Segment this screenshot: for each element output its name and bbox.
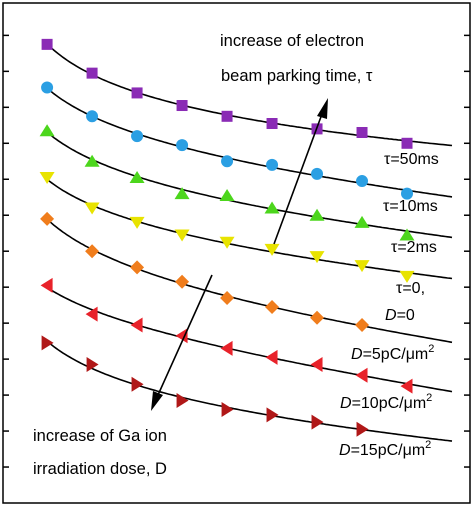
- square-point: [131, 87, 143, 99]
- triangle-up-point: [174, 187, 190, 200]
- dose-arrow: [151, 274, 213, 411]
- diamond-point: [265, 299, 280, 314]
- fit-curve: [46, 218, 453, 344]
- tau-annotation-line2: beam parking time, τ: [221, 67, 373, 85]
- triangle-up-point: [129, 170, 145, 183]
- triangle-down-point: [219, 236, 235, 249]
- series-label: τ=50ms: [384, 151, 439, 168]
- series-label: D=15pC/μm2: [339, 439, 431, 459]
- triangle-right-point: [131, 376, 144, 392]
- series-label: τ=10ms: [383, 198, 438, 215]
- triangle-down-point: [129, 216, 145, 229]
- circle-point: [266, 158, 279, 171]
- fit-curve: [46, 43, 453, 147]
- triangle-left-point: [40, 277, 53, 293]
- square-point: [266, 118, 278, 130]
- triangle-right-point: [86, 357, 99, 373]
- triangle-up-point: [84, 154, 100, 167]
- triangle-right-point: [221, 401, 234, 417]
- square-point: [221, 110, 233, 122]
- triangle-up-point: [354, 215, 370, 228]
- triangle-left-point: [130, 317, 143, 333]
- triangle-right-point: [176, 392, 189, 408]
- triangle-right-point: [41, 335, 54, 351]
- triangle-down-point: [174, 229, 190, 242]
- fit-curve: [46, 340, 453, 442]
- fit-curve: [46, 178, 453, 280]
- circle-point: [401, 187, 414, 200]
- triangle-right-point: [311, 414, 324, 430]
- circle-point: [356, 175, 369, 188]
- dose-annotation-line2: irradiation dose, D: [33, 460, 167, 478]
- triangle-right-point: [266, 407, 279, 423]
- triangle-left-point: [220, 340, 233, 356]
- diamond-point: [220, 290, 235, 305]
- triangle-left-point: [400, 378, 413, 394]
- triangle-left-point: [265, 349, 278, 365]
- triangle-up-point: [399, 228, 415, 241]
- series-label: τ=0,: [396, 280, 425, 297]
- triangle-down-point: [309, 251, 325, 264]
- triangle-up-point: [219, 188, 235, 201]
- fit-curve: [46, 286, 453, 393]
- triangle-left-point: [85, 306, 98, 322]
- series-label: D=5pC/μm2: [351, 343, 434, 363]
- triangle-left-point: [310, 357, 323, 373]
- fit-curves: [46, 43, 453, 442]
- series-label: τ=2ms: [391, 239, 437, 256]
- square-point: [401, 137, 413, 149]
- diamond-point: [85, 244, 100, 259]
- triangle-down-point: [84, 202, 100, 215]
- square-point: [356, 126, 368, 138]
- fit-curve: [46, 87, 453, 198]
- circle-point: [221, 155, 234, 168]
- square-point: [176, 100, 188, 112]
- plot-frame: [2, 2, 471, 504]
- triangle-right-point: [356, 421, 369, 437]
- dose-annotation-line1: increase of Ga ion: [33, 427, 167, 445]
- tick-marks: [3, 34, 470, 468]
- circle-point: [41, 81, 54, 94]
- triangle-left-point: [355, 367, 368, 383]
- tau-annotation-line1: increase of electron: [220, 32, 364, 50]
- circle-point: [131, 130, 144, 143]
- triangle-down-point: [354, 260, 370, 273]
- triangle-left-point: [175, 328, 188, 344]
- triangle-up-point: [39, 124, 55, 137]
- square-point: [41, 38, 53, 50]
- diamond-point: [310, 310, 325, 325]
- series-label: D=10pC/μm2: [340, 392, 432, 412]
- series-labels: τ=50ms τ=10ms τ=2ms τ=0, D=0 D=5pC/μm2 D=10pC/…: [339, 151, 439, 459]
- data-points: [39, 38, 415, 437]
- series-label-2: D=0: [385, 307, 415, 324]
- triangle-down-point: [399, 270, 415, 283]
- triangle-up-point: [309, 208, 325, 221]
- circle-point: [311, 167, 324, 180]
- diamond-point: [175, 274, 190, 289]
- diamond-point: [130, 260, 145, 275]
- square-point: [86, 67, 98, 79]
- circle-point: [86, 110, 99, 123]
- diamond-point: [355, 317, 370, 332]
- triangle-up-point: [264, 201, 280, 214]
- fit-curve: [46, 131, 453, 239]
- circle-point: [176, 139, 189, 152]
- diamond-point: [40, 211, 55, 226]
- triangle-down-point: [39, 171, 55, 184]
- triangle-down-point: [264, 243, 280, 256]
- tau-arrow: [273, 98, 328, 245]
